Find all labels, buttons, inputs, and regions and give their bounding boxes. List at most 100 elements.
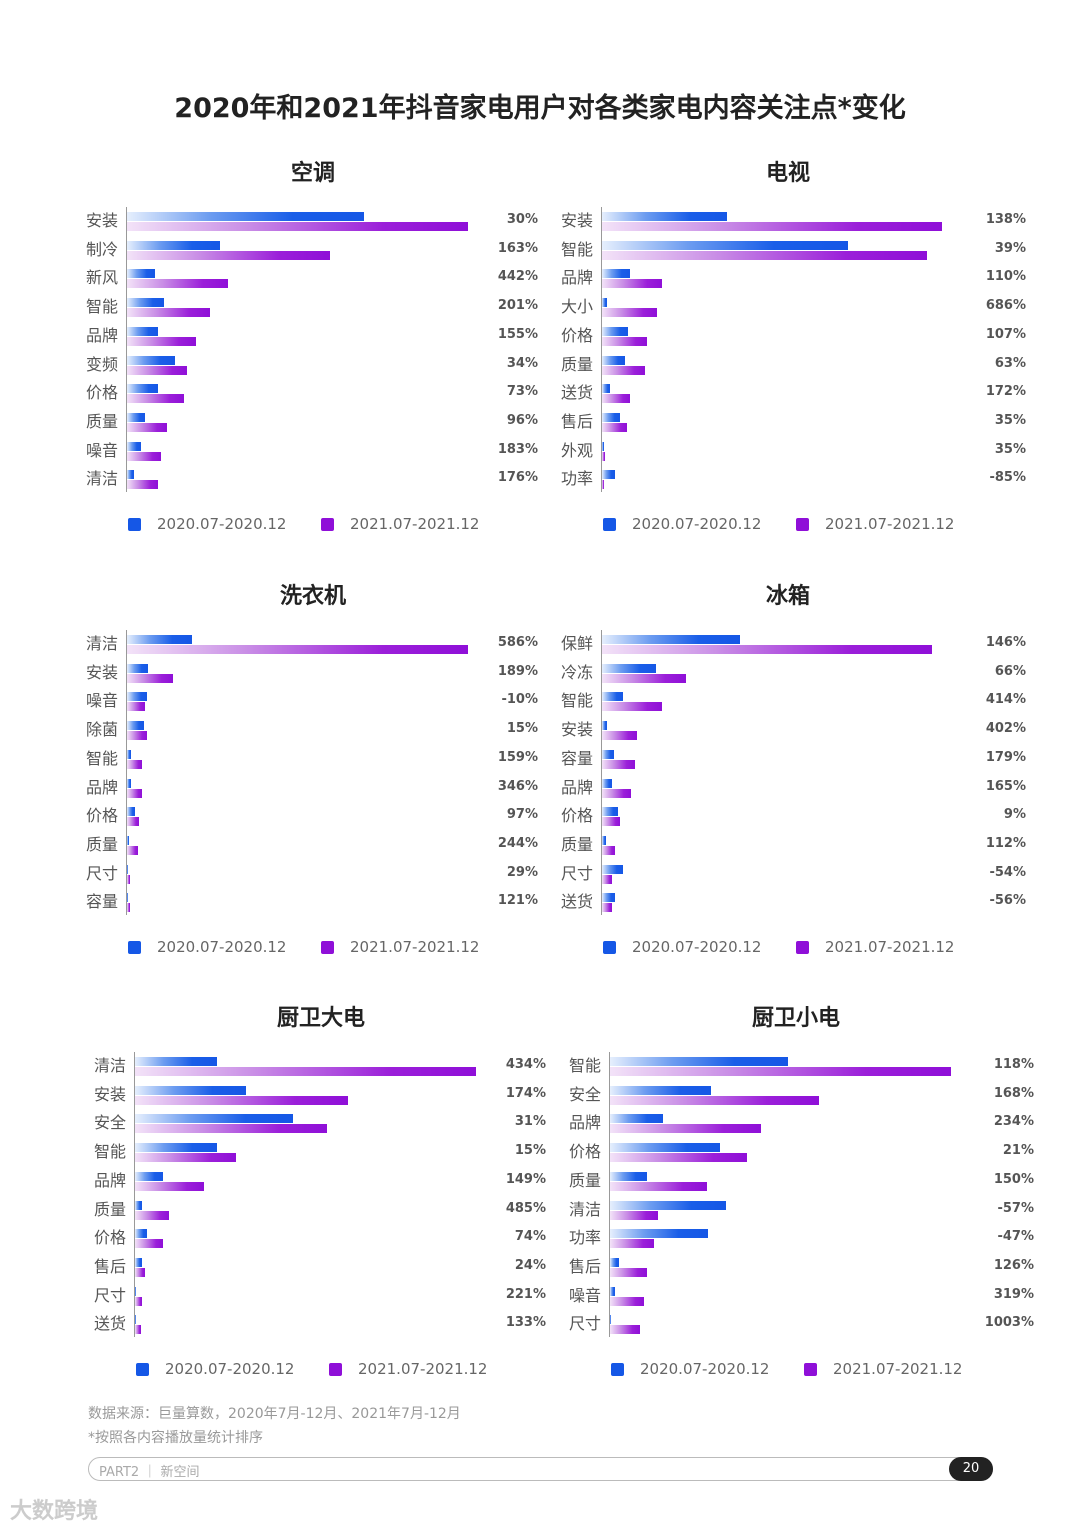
growth-value: 35%	[994, 441, 1026, 457]
category-label: 售后	[561, 411, 594, 431]
category-label: 质量	[86, 411, 119, 431]
chart-row: 质量 63%	[553, 353, 1026, 382]
category-label: 安全	[94, 1113, 127, 1133]
y-axis-line	[126, 207, 127, 492]
bar-2021	[610, 1153, 747, 1163]
bar-2021	[135, 1067, 476, 1076]
category-label: 清洁	[94, 1056, 127, 1075]
chart-row: 安装 174%	[86, 1083, 556, 1112]
bar-2020	[602, 384, 610, 394]
bar-2021	[127, 731, 147, 741]
category-label: 制冷	[86, 239, 119, 259]
chart-row: 质量 96%	[78, 410, 548, 439]
bar-2021	[602, 903, 612, 913]
chart-panel: 厨卫小电 智能 118% 安全 168% 品牌 234% 价格 21% 质量 150% 清洁 -57% 功…	[561, 1000, 1034, 1400]
bar-2021	[602, 874, 612, 884]
y-axis-line	[601, 630, 602, 915]
category-label: 送货	[561, 383, 594, 403]
category-label: 功率	[561, 469, 594, 489]
bar-2021	[602, 673, 686, 683]
bar-2020	[135, 1200, 142, 1210]
bar-2021	[602, 250, 927, 260]
growth-value: 39%	[994, 240, 1026, 256]
bar-2020	[127, 298, 164, 308]
growth-value: 586%	[497, 635, 538, 650]
growth-value: 107%	[985, 326, 1026, 342]
chart-row: 尺寸 29%	[78, 862, 548, 891]
growth-value: 174%	[505, 1085, 546, 1101]
growth-value: 168%	[993, 1085, 1034, 1101]
chart-title: 厨卫大电	[276, 1006, 365, 1031]
category-label: 安装	[86, 211, 119, 230]
growth-value: -85%	[989, 470, 1026, 486]
chart-row: 除菌 15%	[78, 718, 548, 747]
growth-value: 402%	[985, 721, 1026, 737]
category-label: 尺寸	[569, 1314, 602, 1334]
bar-2020	[602, 326, 628, 336]
growth-value: 133%	[505, 1315, 546, 1331]
chart-row: 品牌 155%	[78, 324, 548, 353]
bar-2021	[610, 1124, 761, 1134]
growth-value: 35%	[994, 412, 1026, 428]
category-label: 品牌	[86, 777, 119, 797]
category-label: 尺寸	[86, 863, 119, 883]
bar-2020	[602, 778, 612, 788]
legend-swatch-purple	[796, 517, 809, 531]
bar-2020	[610, 1085, 711, 1095]
chart-legend: 2020.07-2020.12 2021.07-2021.12	[78, 515, 548, 535]
growth-value: 189%	[497, 663, 538, 679]
category-label: 送货	[561, 892, 594, 912]
category-label: 功率	[569, 1228, 602, 1248]
growth-value: 126%	[993, 1257, 1034, 1273]
bar-2021	[602, 788, 631, 798]
category-label: 品牌	[561, 268, 594, 288]
chart-row: 清洁 -57%	[561, 1198, 1034, 1227]
chart-row: 噪音 -10%	[78, 689, 548, 718]
chart-row: 价格 97%	[78, 804, 548, 833]
growth-value: 74%	[514, 1229, 546, 1245]
bar-2021	[610, 1095, 819, 1105]
category-label: 品牌	[569, 1113, 602, 1133]
chart-panel: 空调 安装 30% 制冷 163% 新风 442% 智能 201% 品牌 155% 变频 34% 价格 73…	[78, 155, 548, 555]
bar-2021	[127, 222, 468, 231]
bar-2021	[127, 422, 167, 432]
chart-row: 大小 686%	[553, 295, 1026, 324]
bar-2021	[127, 702, 145, 712]
legend-item-2021: 2021.07-2021.12	[804, 1360, 962, 1378]
bar-2021	[135, 1296, 142, 1306]
chart-row: 安装 402%	[553, 718, 1026, 747]
category-label: 除菌	[86, 720, 119, 740]
growth-value: 686%	[985, 298, 1026, 314]
bar-2021	[602, 422, 627, 432]
chart-row: 冷冻 66%	[553, 661, 1026, 690]
category-label: 冷冻	[561, 662, 594, 682]
legend-swatch-purple	[804, 1362, 817, 1376]
legend-swatch-blue	[603, 517, 616, 531]
growth-value: 97%	[506, 807, 538, 823]
growth-value: 163%	[497, 240, 538, 256]
legend-item-2021: 2021.07-2021.12	[321, 938, 479, 956]
chart-row: 质量 244%	[78, 833, 548, 862]
bar-2020	[127, 470, 134, 480]
category-label: 尺寸	[94, 1285, 127, 1305]
growth-value: 24%	[514, 1257, 546, 1273]
growth-value: 73%	[506, 384, 538, 400]
growth-value: 96%	[506, 412, 538, 428]
chart-title: 厨卫小电	[751, 1006, 840, 1031]
chart-row: 售后 24%	[86, 1255, 556, 1284]
category-label: 尺寸	[561, 863, 594, 883]
bar-2021	[610, 1325, 640, 1335]
growth-value: -54%	[989, 864, 1026, 880]
bar-2020	[127, 212, 364, 221]
category-label: 质量	[561, 354, 594, 374]
category-label: 安装	[94, 1084, 127, 1104]
bar-2021	[135, 1153, 236, 1163]
bar-2021	[135, 1124, 327, 1134]
chart-row: 价格 107%	[553, 324, 1026, 353]
bar-2020	[127, 864, 128, 874]
bar-2021	[127, 279, 228, 289]
category-label: 价格	[561, 806, 594, 826]
category-label: 智能	[561, 691, 594, 711]
bar-2020	[135, 1143, 217, 1153]
bar-2020	[135, 1171, 163, 1181]
